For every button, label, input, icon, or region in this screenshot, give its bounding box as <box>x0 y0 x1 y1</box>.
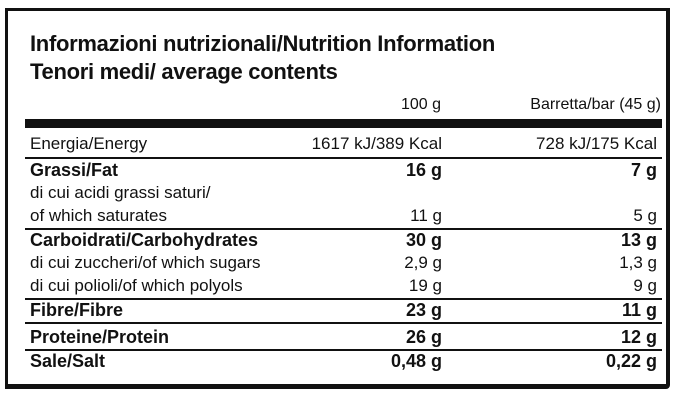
value-per-100g: 19 g <box>408 276 442 295</box>
row-divider <box>25 298 662 300</box>
column-header-per-bar: Barretta/bar (45 g) <box>530 96 661 113</box>
row-label: of which saturates <box>30 206 168 225</box>
value-per-bar: 7 g <box>630 160 657 180</box>
nutrition-label-frame <box>5 8 670 389</box>
row-divider <box>25 349 662 351</box>
row-label: Grassi/Fat <box>30 160 119 180</box>
row-label: di cui zuccheri/of which sugars <box>30 253 261 272</box>
row-label: Energia/Energy <box>30 134 148 153</box>
row-label: di cui polioli/of which polyols <box>30 276 243 295</box>
header-divider <box>25 119 662 128</box>
row-label: Sale/Salt <box>30 351 106 371</box>
value-per-100g: 11 g <box>410 206 442 225</box>
value-per-bar: 9 g <box>633 276 657 295</box>
value-per-100g: 26 g <box>405 327 442 347</box>
row-label: Carboidrati/Carbohydrates <box>30 230 259 250</box>
value-per-bar: 12 g <box>620 327 657 347</box>
value-per-100g: 23 g <box>405 300 442 320</box>
value-per-100g: 30 g <box>405 230 442 250</box>
row-divider <box>25 157 662 159</box>
value-per-100g: 2,9 g <box>404 253 442 272</box>
row-divider <box>25 322 662 324</box>
value-per-100g: 0,48 g <box>390 351 442 371</box>
row-label: Fibre/Fibre <box>30 300 124 320</box>
value-per-bar: 1,3 g <box>619 253 657 272</box>
value-per-bar: 0,22 g <box>605 351 657 371</box>
title-nutrition-information: Informazioni nutrizionali/Nutrition Info… <box>30 31 495 56</box>
value-per-bar: 13 g <box>620 230 657 250</box>
column-header-100g: 100 g <box>400 96 441 113</box>
value-per-100g: 1617 kJ/389 Kcal <box>311 134 442 153</box>
row-label: di cui acidi grassi saturi/ <box>30 183 211 202</box>
subtitle-average-contents: Tenori medi/ average contents <box>30 59 338 84</box>
value-per-100g: 16 g <box>405 160 442 180</box>
row-label: Proteine/Protein <box>30 327 170 347</box>
value-per-bar: 728 kJ/175 Kcal <box>536 134 657 153</box>
value-per-bar: 11 g <box>621 300 657 320</box>
value-per-bar: 5 g <box>633 206 657 225</box>
row-divider <box>25 228 662 230</box>
